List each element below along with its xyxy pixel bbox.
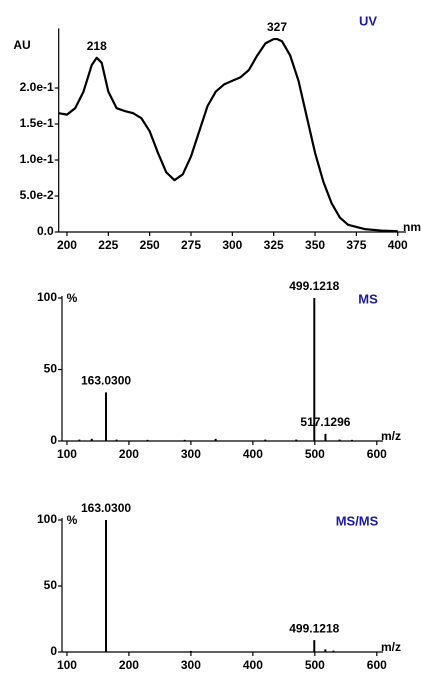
x-tick-label: 600	[367, 447, 387, 461]
x-axis-label: m/z	[381, 640, 401, 654]
peak-label: 163.0300	[81, 374, 131, 388]
x-tick-label: 400	[243, 658, 263, 672]
peak-label: 218	[87, 39, 107, 53]
x-tick-label: 100	[57, 658, 77, 672]
x-tick-label: 400	[243, 447, 263, 461]
peak-label: 499.1218	[289, 621, 339, 635]
peak-label: 517.1296	[300, 415, 350, 429]
x-tick-label: 400	[388, 238, 408, 252]
x-tick-label: 300	[181, 447, 201, 461]
x-tick-label: 275	[181, 238, 201, 252]
chart-title: MS	[358, 291, 378, 306]
x-tick-label: 200	[119, 447, 139, 461]
x-tick-label: 375	[346, 238, 366, 252]
peak-label: 163.0300	[81, 501, 131, 515]
x-tick-label: 225	[98, 238, 118, 252]
x-tick-label: 250	[140, 238, 160, 252]
x-tick-label: 200	[119, 658, 139, 672]
y-tick-label: 100	[37, 512, 57, 526]
y-axis-label: %	[67, 291, 78, 305]
x-tick-label: 325	[264, 238, 284, 252]
y-axis-label: %	[67, 513, 78, 527]
y-tick-label: 5.0e-2	[20, 188, 54, 202]
x-tick-label: 200	[57, 238, 77, 252]
x-tick-label: 100	[57, 447, 77, 461]
peak-label: 499.1218	[289, 279, 339, 293]
x-tick-label: 600	[367, 658, 387, 672]
y-tick-label: 2.0e-1	[20, 80, 54, 94]
y-tick-label: 0	[50, 644, 57, 658]
x-axis-label: nm	[403, 220, 421, 234]
x-tick-label: 350	[305, 238, 325, 252]
x-tick-label: 300	[181, 658, 201, 672]
uv-curve	[58, 37, 398, 233]
y-tick-label: 1.5e-1	[20, 116, 54, 130]
x-tick-label: 500	[305, 658, 325, 672]
x-tick-label: 500	[305, 447, 325, 461]
y-tick-label: 100	[37, 290, 57, 304]
y-tick-label: 0.0	[37, 224, 54, 238]
chart-title: UV	[359, 13, 377, 28]
y-tick-label: 1.0e-1	[20, 152, 54, 166]
chart-title: MS/MS	[336, 513, 379, 528]
y-tick-label: 0	[50, 433, 57, 447]
peak-label: 327	[267, 20, 287, 34]
y-tick-label: 50	[44, 578, 58, 592]
x-axis-label: m/z	[381, 429, 401, 443]
x-tick-label: 300	[222, 238, 242, 252]
y-axis-label: AU	[13, 38, 30, 52]
y-tick-label: 50	[44, 362, 58, 376]
